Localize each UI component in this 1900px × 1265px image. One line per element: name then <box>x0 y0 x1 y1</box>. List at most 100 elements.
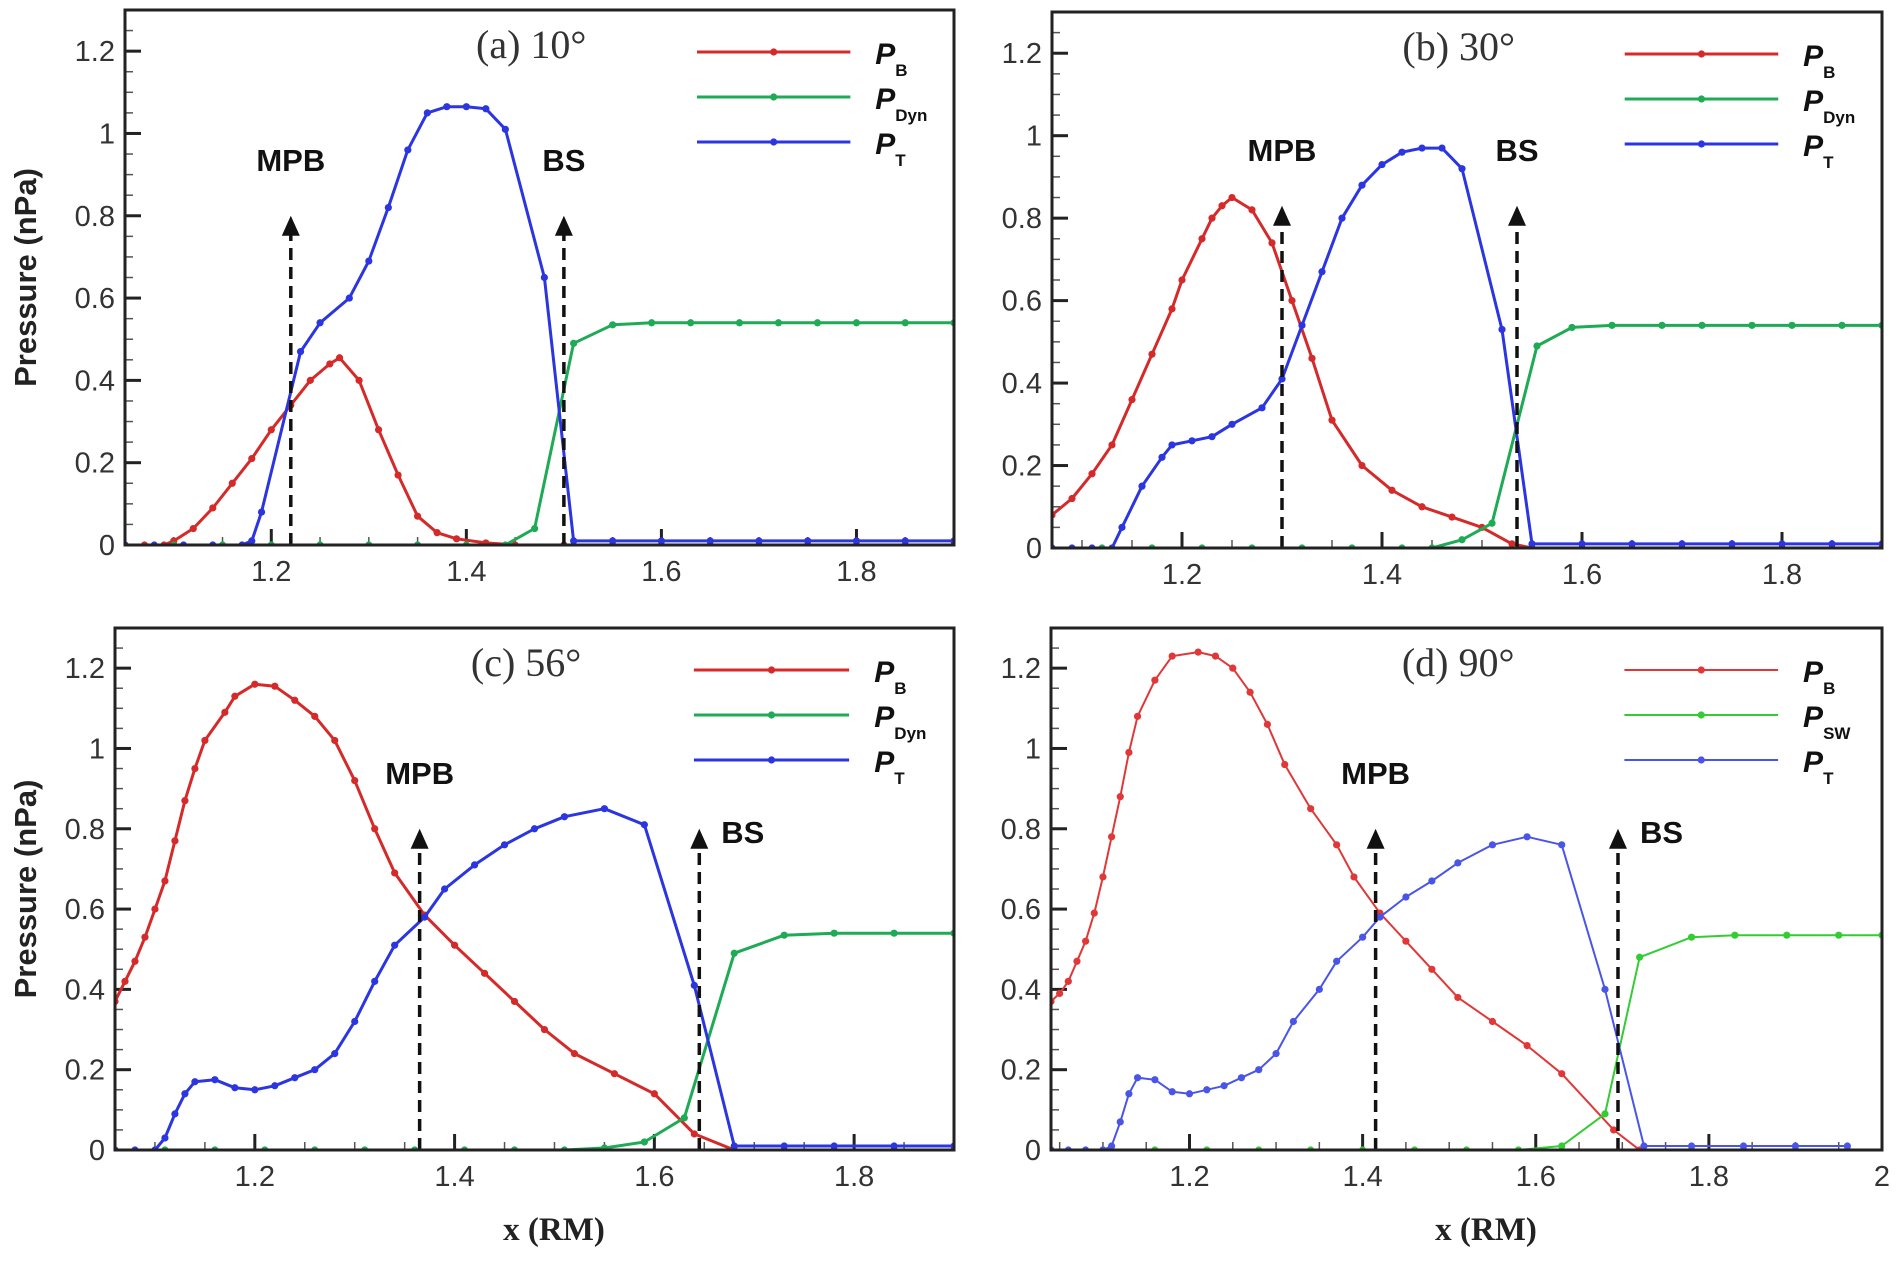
data-point-B <box>1558 1070 1566 1078</box>
y-tick-label: 1.2 <box>1001 653 1041 685</box>
data-point-B <box>131 957 139 965</box>
data-point-B <box>1090 909 1098 917</box>
data-point-B <box>1088 470 1096 478</box>
panel-a: 0 0.2 0.4 0.6 0.8 1 1.2 1.2 1.4 1.6 1.8 MPB BS (a) 10… <box>75 8 956 588</box>
x-tick-label: 1.2 <box>1169 1161 1209 1193</box>
data-point-T <box>1278 375 1286 383</box>
data-point-T <box>1458 165 1466 173</box>
series-line-T <box>1051 835 1848 1150</box>
data-point-B <box>1454 993 1462 1002</box>
y-tick-label: 1 <box>1026 121 1042 153</box>
x-tick-label: 1.8 <box>1689 1161 1729 1193</box>
data-point-B <box>1523 1042 1531 1050</box>
data-point-B <box>1448 513 1456 521</box>
data-point-B <box>1229 664 1237 672</box>
boundary-label: BS <box>721 815 764 850</box>
data-point-B <box>228 479 236 487</box>
data-point-T <box>391 941 399 949</box>
data-point-T <box>1338 214 1346 222</box>
data-point-B <box>221 708 229 716</box>
panel-b: 0 0.2 0.4 0.6 0.8 1 1.2 1.2 1.4 1.6 1.8 MPB BS (b) 30… <box>1002 10 1884 591</box>
data-point-Dyn <box>1788 321 1796 329</box>
x-tick-label: 1.6 <box>641 556 681 588</box>
y-tick-label: 0.2 <box>1002 451 1042 483</box>
data-point-Dyn <box>531 524 539 533</box>
data-point-B <box>1508 540 1516 548</box>
data-point-B <box>1358 461 1366 470</box>
legend-label: PT <box>1803 746 1834 788</box>
data-point-T <box>1208 433 1216 441</box>
x-tick-label: 1.4 <box>1342 1161 1382 1193</box>
y-tick-label: 1.2 <box>65 653 105 685</box>
series-line-T <box>115 807 954 1150</box>
data-point-B <box>291 696 299 704</box>
data-point-Dyn <box>570 339 578 347</box>
data-point-T <box>1428 877 1436 885</box>
data-point-T <box>371 977 379 985</box>
data-point-Dyn <box>774 319 783 327</box>
data-point-B <box>1328 416 1336 424</box>
data-point-T <box>1791 1142 1800 1150</box>
legend-marker <box>1697 140 1706 148</box>
x-tick-label: 1.8 <box>1762 559 1802 591</box>
legend-label: PDyn <box>1803 85 1855 127</box>
arrow-head-icon <box>1508 205 1526 226</box>
data-point-B <box>433 529 441 537</box>
legend-label: PB <box>1803 40 1835 82</box>
y-tick-label: 0 <box>1025 1135 1041 1167</box>
legend-marker <box>1697 50 1706 58</box>
legend-label: PB <box>1803 656 1835 698</box>
boundary-label: BS <box>1640 815 1683 850</box>
data-point-T <box>1272 1050 1280 1058</box>
data-point-T <box>1398 148 1406 156</box>
data-point-B <box>570 1050 579 1058</box>
data-point-B <box>1211 652 1220 660</box>
legend-marker <box>1697 711 1705 719</box>
data-point-B <box>650 1090 658 1098</box>
plot-frame <box>123 8 956 547</box>
data-point-B <box>331 736 339 745</box>
data-point-T <box>1498 325 1506 334</box>
data-point-B <box>1148 350 1156 358</box>
legend-marker <box>767 666 776 674</box>
data-point-Dyn <box>890 929 898 937</box>
legend-label: PT <box>874 746 905 788</box>
y-tick-label: 0.8 <box>75 201 115 233</box>
data-point-T <box>181 1090 189 1098</box>
y-tick-label: 0.6 <box>65 894 105 926</box>
data-point-T <box>560 813 569 821</box>
data-point-Dyn <box>1533 342 1541 350</box>
data-point-T <box>730 1142 738 1150</box>
data-point-T <box>1376 913 1384 921</box>
data-point-SW <box>1783 931 1791 939</box>
arrow-head-icon <box>281 215 300 236</box>
x-tick-label: 1.4 <box>434 1161 474 1193</box>
data-point-B <box>335 354 344 362</box>
legend-marker <box>1697 666 1705 674</box>
data-point-B <box>1428 965 1436 973</box>
data-point-B <box>1125 748 1133 757</box>
data-point-B <box>201 736 209 745</box>
legend-subscript: Dyn <box>1823 108 1855 127</box>
data-point-Dyn <box>1488 519 1496 527</box>
series-line-SW <box>1051 934 1882 1150</box>
y-axis-label: Pressure (nPa) <box>8 780 43 999</box>
data-point-Dyn <box>1568 323 1576 332</box>
data-point-T <box>1687 1142 1696 1150</box>
x-tick-label: 2 <box>1874 1161 1890 1193</box>
y-tick-label: 0.8 <box>1001 814 1041 846</box>
y-tick-label: 1 <box>99 118 115 150</box>
data-point-T <box>1298 321 1306 329</box>
data-point-B <box>1268 239 1276 247</box>
data-point-T <box>1318 268 1326 276</box>
data-point-T <box>706 537 714 545</box>
data-point-T <box>657 537 666 545</box>
arrow-head-icon <box>554 215 573 236</box>
data-point-T <box>780 1142 788 1150</box>
data-point-T <box>852 537 861 545</box>
plot-frame <box>1049 626 1884 1152</box>
data-point-B <box>121 977 129 985</box>
data-point-B <box>1056 989 1064 998</box>
series-group <box>1052 144 1882 548</box>
